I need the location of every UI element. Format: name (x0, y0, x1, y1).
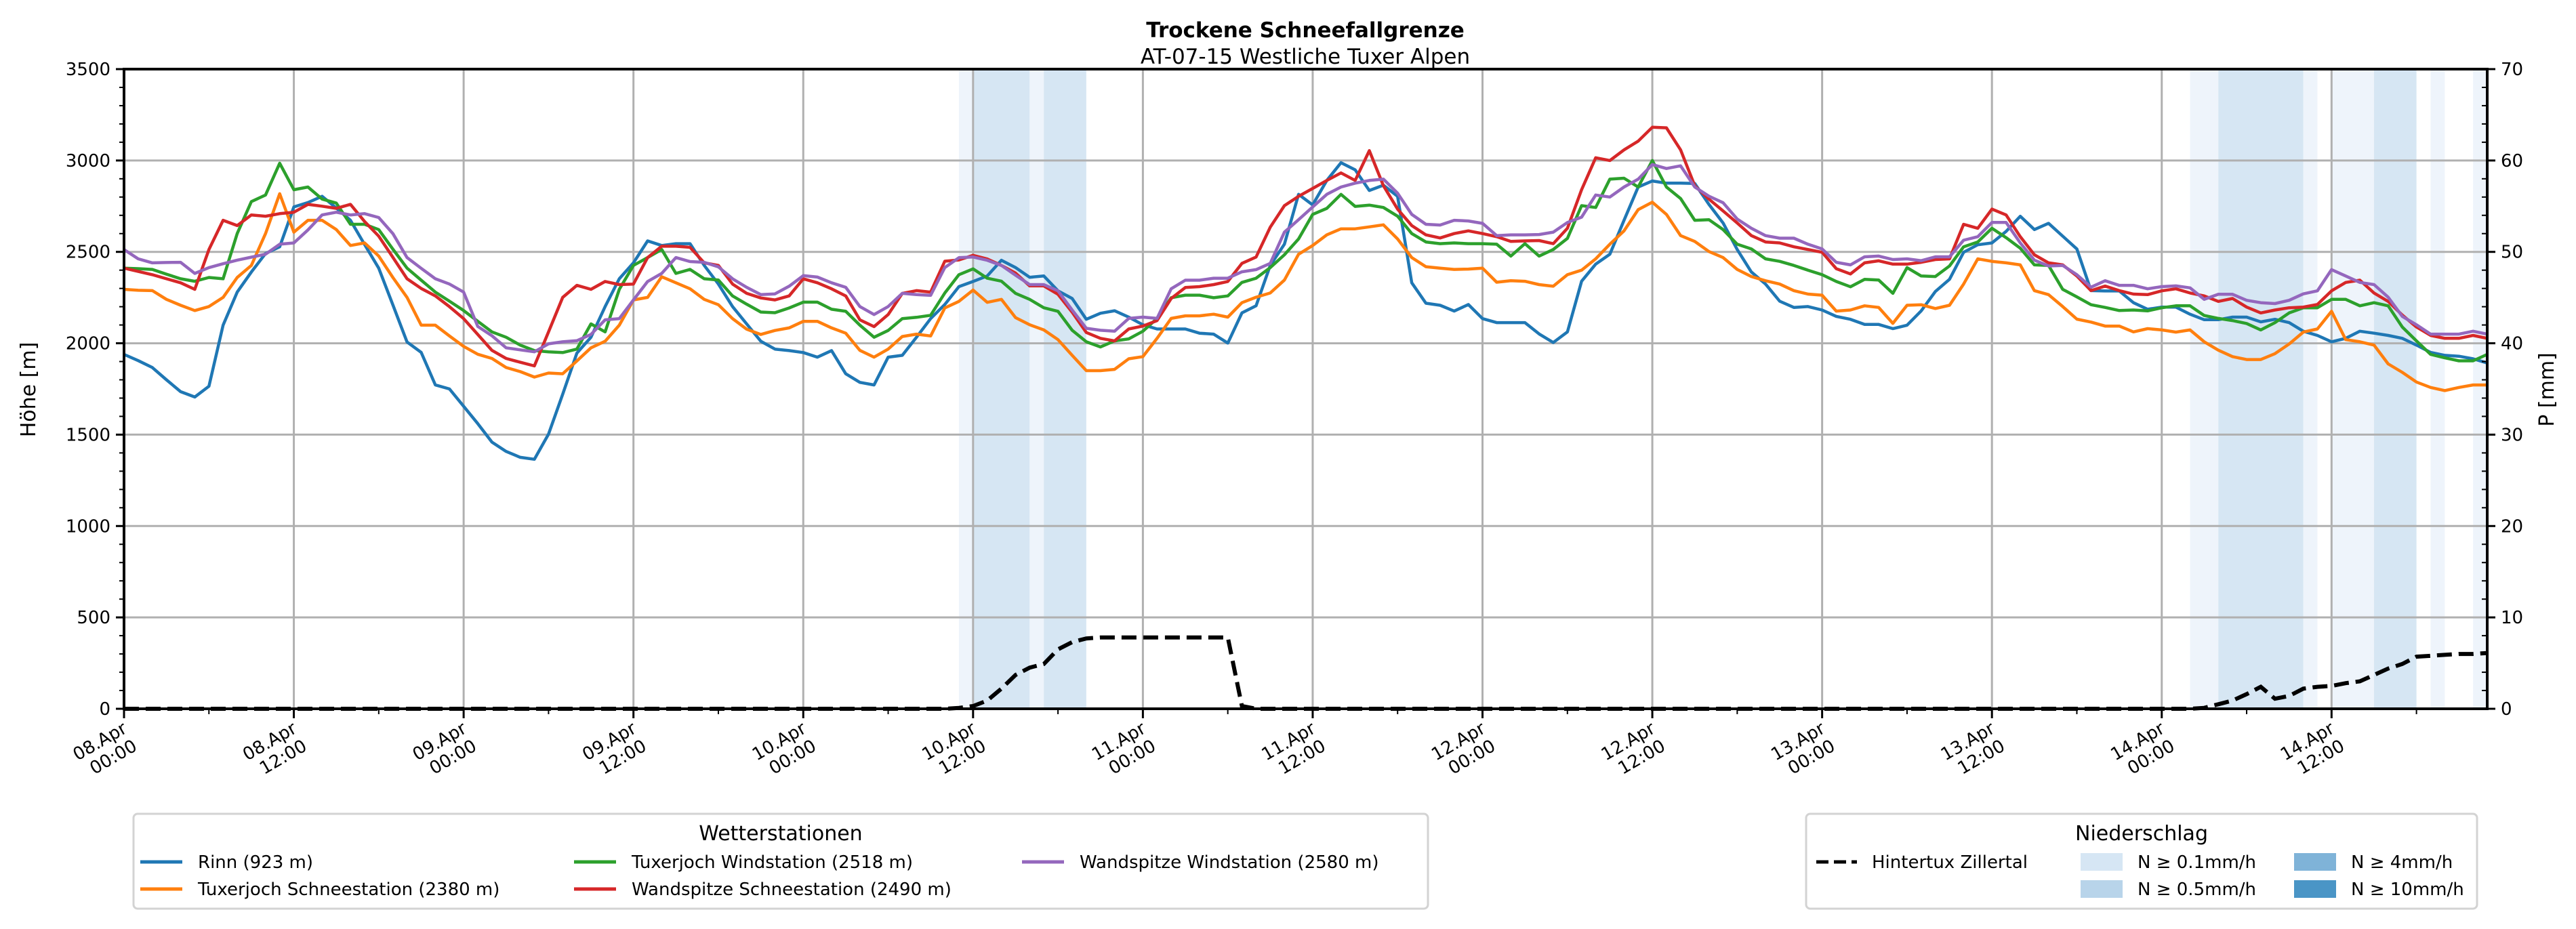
y-tick-label: 2000 (66, 334, 110, 354)
legend-precip-swatch (2081, 853, 2123, 871)
precipitation-intensity-bands (958, 69, 2487, 709)
legend-precip-entry: N ≥ 4mm/h (2294, 852, 2453, 873)
legend-precip-entry: N ≥ 10mm/h (2294, 880, 2464, 900)
legend-station-entry: Wandspitze Schneestation (2490 m) (574, 880, 952, 900)
legend-station-label: Wandspitze Schneestation (2490 m) (632, 880, 952, 900)
precip-line-hintertux (124, 635, 2488, 711)
legend-precip-line-label: Hintertux Zillertal (1872, 852, 2028, 873)
legend-stations-title: Wetterstationen (699, 822, 862, 846)
y-tick-label: 3500 (66, 60, 110, 80)
y-right-tick-label: 0 (2501, 699, 2512, 720)
legend-precip-swatch (2294, 853, 2336, 871)
legend-station-entry: Tuxerjoch Schneestation (2380 m) (140, 880, 499, 900)
legend-precip-title: Niederschlag (2075, 822, 2208, 846)
legend-station-label: Wandspitze Windstation (2580 m) (1080, 852, 1378, 873)
precip-band (2473, 69, 2487, 709)
legend-station-entry: Tuxerjoch Windstation (2518 m) (574, 852, 913, 873)
series-line-1 (123, 192, 2487, 392)
y-right-tick-label: 60 (2501, 151, 2523, 171)
legend-precip-label: N ≥ 4mm/h (2351, 852, 2453, 873)
legend-precip-swatch (2081, 880, 2123, 898)
legend-station-label: Rinn (923 m) (198, 852, 313, 873)
legend-precip: Niederschlag Hintertux Zillertal N ≥ 0.1… (1805, 812, 2478, 910)
y-axis-right-label: P [mm] (2535, 352, 2559, 426)
legend-station-label: Tuxerjoch Windstation (2518 m) (631, 852, 913, 873)
y-right-tick-label: 30 (2501, 425, 2523, 445)
legend-station-label: Tuxerjoch Schneestation (2380 m) (197, 880, 499, 900)
precip-band (1044, 69, 1086, 709)
legend-station-entry: Wandspitze Windstation (2580 m) (1022, 852, 1378, 873)
precipitation-series (124, 635, 2488, 711)
legend-precip-label: N ≥ 0.1mm/h (2138, 852, 2256, 873)
precip-band (973, 69, 1030, 709)
y-right-tick-label: 40 (2501, 334, 2523, 354)
y-right-tick-label: 50 (2501, 243, 2523, 263)
station-series (123, 125, 2488, 461)
y-right-tick-label: 20 (2501, 516, 2523, 537)
y-tick-label: 2500 (66, 243, 110, 263)
y-right-tick-label: 10 (2501, 608, 2523, 628)
series-line-2 (123, 159, 2488, 363)
legend-stations: Wetterstationen Rinn (923 m) Tuxerjoch Wi… (132, 812, 1429, 910)
precip-band (2190, 69, 2219, 709)
y-tick-label: 1500 (66, 425, 110, 445)
y-right-tick-label: 70 (2501, 60, 2523, 80)
legend-precip-label: N ≥ 0.5mm/h (2138, 880, 2256, 900)
grid-lines (123, 68, 2487, 710)
y-tick-label: 500 (77, 608, 110, 628)
legend-precip-entry: N ≥ 0.1mm/h (2081, 852, 2256, 873)
precip-band (1029, 69, 1044, 709)
series-line-4 (123, 163, 2488, 354)
axes: 0 500 1000 1500 2000 2500 3000 3500 0 10 20 30 40 50 6… (66, 60, 2523, 779)
y-tick-label: 1000 (66, 516, 110, 537)
precip-band (2303, 69, 2318, 709)
precip-band (2218, 69, 2304, 709)
legend-precip-swatch (2294, 880, 2336, 898)
legend-precip-entry: N ≥ 0.5mm/h (2081, 880, 2256, 900)
precip-band (958, 69, 973, 709)
plot-frame (123, 68, 2489, 710)
y-tick-label: 3000 (66, 151, 110, 171)
series-line-3 (123, 125, 2488, 368)
legend-stations-frame (132, 812, 1429, 910)
y-tick-label: 0 (99, 699, 110, 720)
legend-precip-label: N ≥ 10mm/h (2351, 880, 2464, 900)
precip-band (2331, 69, 2374, 709)
precip-band (2373, 69, 2417, 709)
legend-station-entry: Rinn (923 m) (140, 852, 313, 873)
chart-subtitle: AT-07-15 Westliche Tuxer Alpen (1141, 45, 1470, 69)
y-axis-label: Höhe [m] (17, 342, 41, 438)
chart-title: Trockene Schneefallgrenze (1146, 18, 1465, 43)
